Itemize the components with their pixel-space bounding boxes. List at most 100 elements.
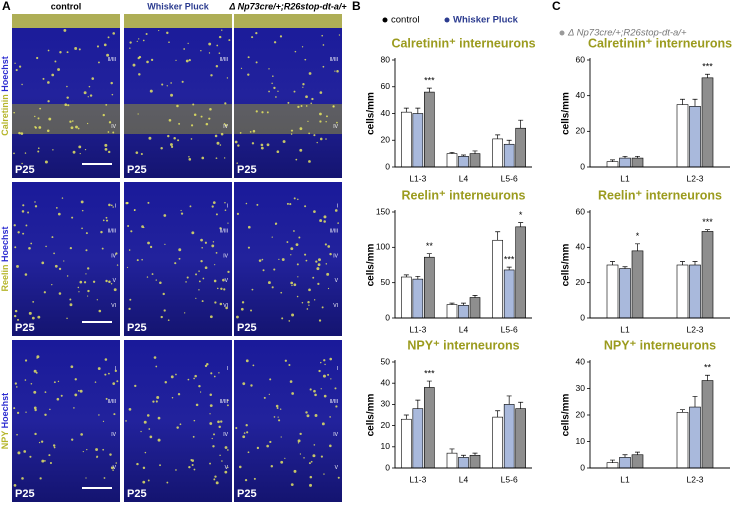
cell [215,251,218,254]
cell [70,365,74,369]
cell [80,433,83,436]
cell [224,470,228,474]
cell [116,264,119,266]
surface-band [234,14,342,28]
cell [323,473,325,475]
cell [245,424,248,427]
layer-label: IV [333,432,338,438]
cell [244,478,248,482]
cell [320,388,322,390]
cell [82,450,84,453]
y-tick-label: 150 [376,206,390,216]
row-stain: Hoechst [0,56,10,92]
cell [192,435,195,438]
cell [247,225,251,229]
cell [290,483,294,487]
cell [275,404,279,408]
cell [83,91,87,95]
micrograph [12,14,120,178]
y-axis-label: cells/mm [561,393,572,436]
error-bar [506,139,512,145]
cell [183,48,186,50]
cell [305,411,308,414]
cell [313,299,316,301]
cell [327,373,330,376]
cell [75,125,78,129]
cell [329,416,331,418]
age-label: P25 [237,488,257,500]
cell [153,356,157,359]
layer-label: I [115,204,116,210]
error-bar [692,98,698,107]
cell [77,127,80,130]
cell [66,85,68,88]
cell [16,264,19,268]
cell [74,378,77,381]
y-tick-label: 0 [385,161,390,171]
cell [251,288,254,291]
cell [129,47,131,49]
cell [170,82,172,84]
cell [198,289,200,291]
y-axis-label: cells/mm [561,92,572,135]
cell [78,145,82,149]
cell [280,291,283,294]
cell [170,93,174,97]
cell [16,433,18,436]
cell [135,151,139,155]
chart-title: NPY⁺ interneurons [604,338,716,352]
cell [268,90,270,93]
cell [128,307,131,311]
cell [21,162,23,165]
cell [319,120,322,123]
cell [49,461,53,465]
cell [138,38,140,40]
cell [73,407,75,409]
cell [34,201,36,203]
cell [71,216,74,219]
cell [253,477,256,480]
bar [412,113,424,168]
cell [14,246,17,249]
cell [224,124,228,127]
cell [214,134,218,138]
legend-dot [444,17,450,23]
chart-title: Calretinin⁺ interneurons [391,36,535,50]
error-bar [705,73,710,78]
cell [324,363,326,366]
y-tick-label: 0 [580,462,585,472]
significance: *** [702,62,713,72]
cell [191,231,195,235]
cell [289,203,292,206]
cell [308,132,311,135]
cell [325,138,327,140]
significance: *** [702,217,713,227]
cell [219,144,222,146]
legend-dot [382,17,388,23]
cell [267,281,271,285]
bar [446,153,458,168]
cell [334,387,337,390]
cell [133,208,136,211]
cell [310,102,313,105]
cell [16,318,20,321]
cell [102,420,105,423]
cell [313,389,316,393]
error-bar [449,302,455,305]
error-bar [635,243,640,251]
cell [74,47,78,50]
cell [140,152,143,156]
cell [101,247,104,250]
layer-label: IV [333,253,338,259]
cell [105,103,108,106]
cell [241,301,245,304]
error-bar [622,266,628,269]
cell [187,378,190,381]
cell [36,56,39,60]
cell [170,375,174,379]
error-bar [461,154,466,157]
cell [43,291,46,294]
cell [110,466,114,470]
axes [589,210,730,319]
cell [87,96,89,98]
